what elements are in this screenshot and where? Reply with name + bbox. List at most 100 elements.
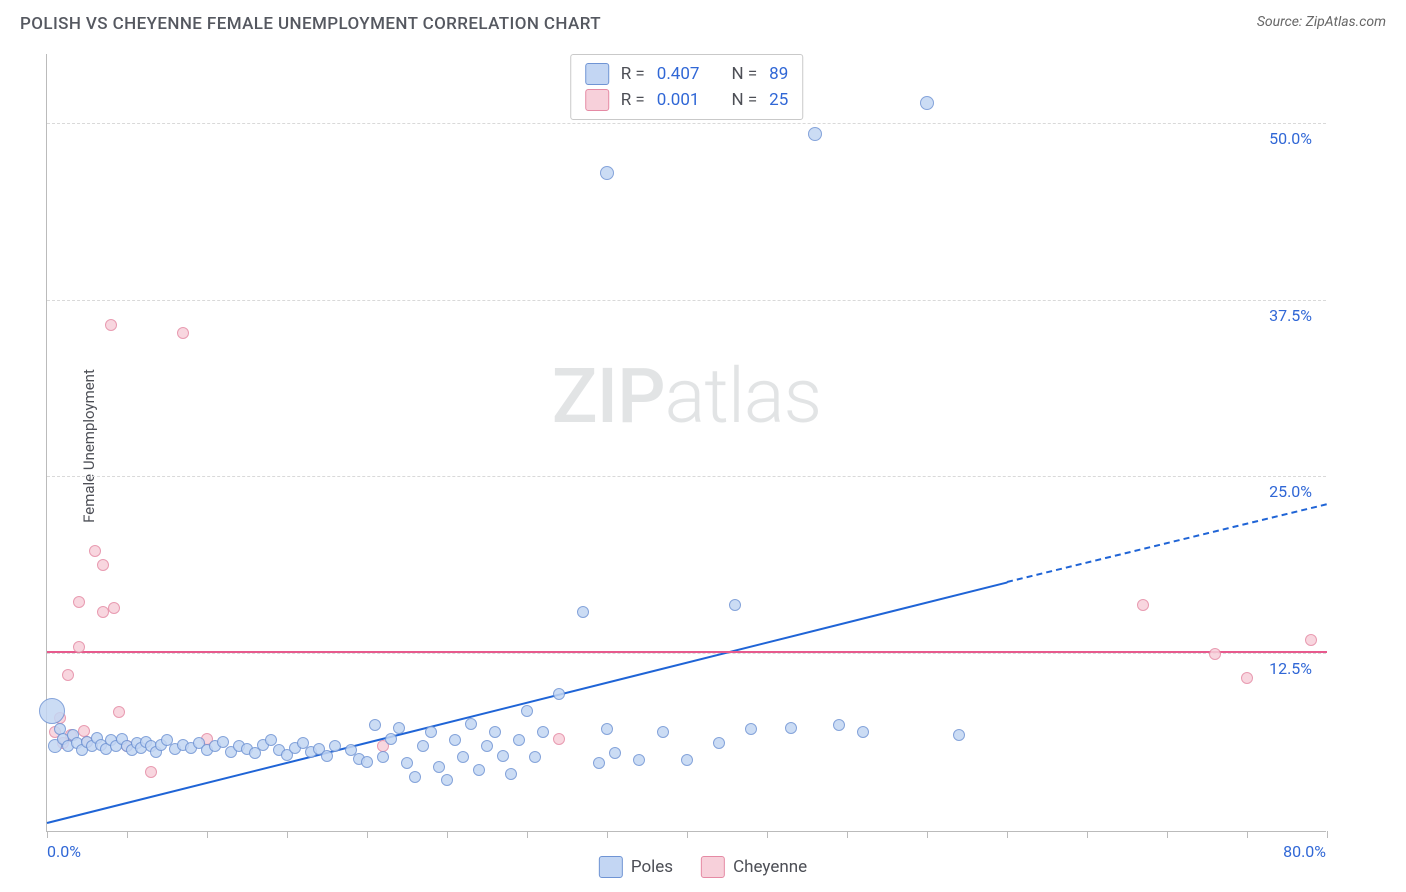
chart-title: POLISH VS CHEYENNE FEMALE UNEMPLOYMENT C…	[20, 14, 601, 34]
legend-swatch-cheyenne-icon	[701, 856, 725, 878]
data-point	[401, 757, 413, 769]
data-point	[657, 726, 669, 738]
r-value-cheyenne: 0.001	[657, 87, 700, 113]
x-tick	[1327, 831, 1328, 838]
data-point	[385, 733, 397, 745]
data-point	[1241, 672, 1253, 684]
n-value-poles: 89	[769, 61, 788, 87]
data-point	[1137, 599, 1149, 611]
data-point	[97, 559, 109, 571]
data-point	[729, 599, 741, 611]
x-tick	[447, 831, 448, 838]
y-tick-label: 50.0%	[1269, 129, 1312, 148]
x-tick	[927, 831, 928, 838]
x-tick	[1087, 831, 1088, 838]
r-label: R =	[621, 87, 645, 113]
data-point	[553, 688, 565, 700]
legend-swatch-poles-icon	[599, 856, 623, 878]
data-point	[321, 750, 333, 762]
data-point	[97, 606, 109, 618]
data-point	[105, 319, 117, 331]
legend-item-cheyenne: Cheyenne	[701, 856, 807, 878]
data-point	[953, 729, 965, 741]
data-point	[1305, 634, 1317, 646]
data-point	[785, 722, 797, 734]
trendline-dashed-poles	[1007, 504, 1327, 584]
data-point	[633, 754, 645, 766]
data-point	[425, 726, 437, 738]
y-tick-label: 37.5%	[1269, 306, 1312, 325]
x-tick	[847, 831, 848, 838]
x-tick	[47, 831, 48, 838]
data-point	[505, 768, 517, 780]
x-tick	[127, 831, 128, 838]
legend-label-cheyenne: Cheyenne	[733, 857, 807, 877]
r-value-poles: 0.407	[657, 61, 700, 87]
data-point	[108, 602, 120, 614]
n-label: N =	[731, 87, 757, 113]
data-point	[489, 726, 501, 738]
gridline	[47, 653, 1326, 654]
legend-item-poles: Poles	[599, 856, 673, 878]
data-point	[920, 96, 934, 110]
swatch-cheyenne-icon	[585, 89, 609, 111]
trendline-poles	[47, 581, 1007, 823]
watermark-zip: ZIP	[552, 351, 665, 441]
data-point	[329, 740, 341, 752]
data-point	[177, 327, 189, 339]
x-axis-min-label: 0.0%	[47, 842, 81, 861]
data-point	[473, 764, 485, 776]
data-point	[833, 719, 845, 731]
x-tick	[367, 831, 368, 838]
data-point	[465, 718, 477, 730]
data-point	[537, 726, 549, 738]
x-tick	[527, 831, 528, 838]
data-point	[681, 754, 693, 766]
data-point	[857, 726, 869, 738]
x-tick	[687, 831, 688, 838]
n-value-cheyenne: 25	[769, 87, 788, 113]
x-tick	[1167, 831, 1168, 838]
data-point	[78, 725, 90, 737]
data-point	[481, 740, 493, 752]
data-point	[409, 771, 421, 783]
data-point	[745, 723, 757, 735]
data-point	[609, 747, 621, 759]
x-tick	[607, 831, 608, 838]
trendline-cheyenne	[47, 651, 1327, 653]
data-point	[457, 751, 469, 763]
data-point	[361, 756, 373, 768]
data-point	[73, 641, 85, 653]
watermark-atlas: atlas	[665, 351, 822, 441]
data-point	[1209, 648, 1221, 660]
data-point	[39, 698, 65, 724]
x-tick	[1007, 831, 1008, 838]
legend-label-poles: Poles	[631, 857, 673, 877]
x-tick	[767, 831, 768, 838]
data-point	[369, 719, 381, 731]
gridline	[47, 476, 1326, 477]
chart-plot-area: ZIPatlas R = 0.407 N = 89 R = 0.001 N = …	[46, 54, 1326, 832]
watermark: ZIPatlas	[552, 351, 821, 441]
data-point	[417, 740, 429, 752]
r-label: R =	[621, 61, 645, 87]
data-point	[713, 737, 725, 749]
series-legend: Poles Cheyenne	[599, 856, 807, 878]
data-point	[601, 723, 613, 735]
n-label: N =	[731, 61, 757, 87]
data-point	[513, 734, 525, 746]
data-point	[113, 706, 125, 718]
x-tick	[1247, 831, 1248, 838]
data-point	[73, 596, 85, 608]
data-point	[441, 774, 453, 786]
data-point	[433, 761, 445, 773]
data-point	[529, 751, 541, 763]
data-point	[600, 166, 614, 180]
x-tick	[207, 831, 208, 838]
x-axis-max-label: 80.0%	[1283, 842, 1326, 861]
gridline	[47, 123, 1326, 124]
data-point	[145, 766, 157, 778]
data-point	[377, 751, 389, 763]
y-tick-label: 25.0%	[1269, 482, 1312, 501]
stats-legend: R = 0.407 N = 89 R = 0.001 N = 25	[570, 54, 804, 120]
